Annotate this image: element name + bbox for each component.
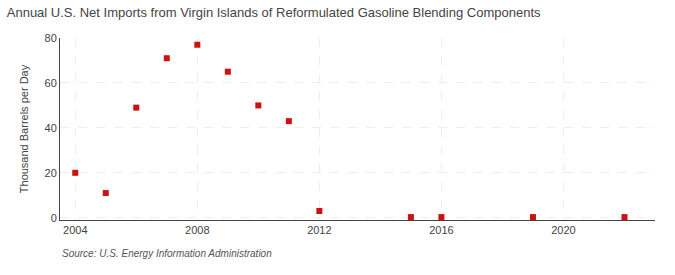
svg-text:60: 60 [45, 77, 57, 89]
svg-text:Annual U.S. Net Imports from V: Annual U.S. Net Imports from Virgin Isla… [7, 5, 541, 20]
svg-text:2004: 2004 [63, 224, 87, 236]
svg-text:2008: 2008 [185, 224, 209, 236]
svg-text:20: 20 [45, 167, 57, 179]
svg-text:2016: 2016 [429, 224, 453, 236]
svg-text:2012: 2012 [307, 224, 331, 236]
svg-text:40: 40 [45, 122, 57, 134]
svg-text:Thousand Barrels per Day: Thousand Barrels per Day [18, 64, 30, 193]
svg-text:0: 0 [51, 212, 57, 224]
svg-text:80: 80 [45, 32, 57, 44]
svg-text:2020: 2020 [551, 224, 575, 236]
svg-text:Source: U.S. Energy Informatio: Source: U.S. Energy Information Administ… [62, 248, 272, 259]
